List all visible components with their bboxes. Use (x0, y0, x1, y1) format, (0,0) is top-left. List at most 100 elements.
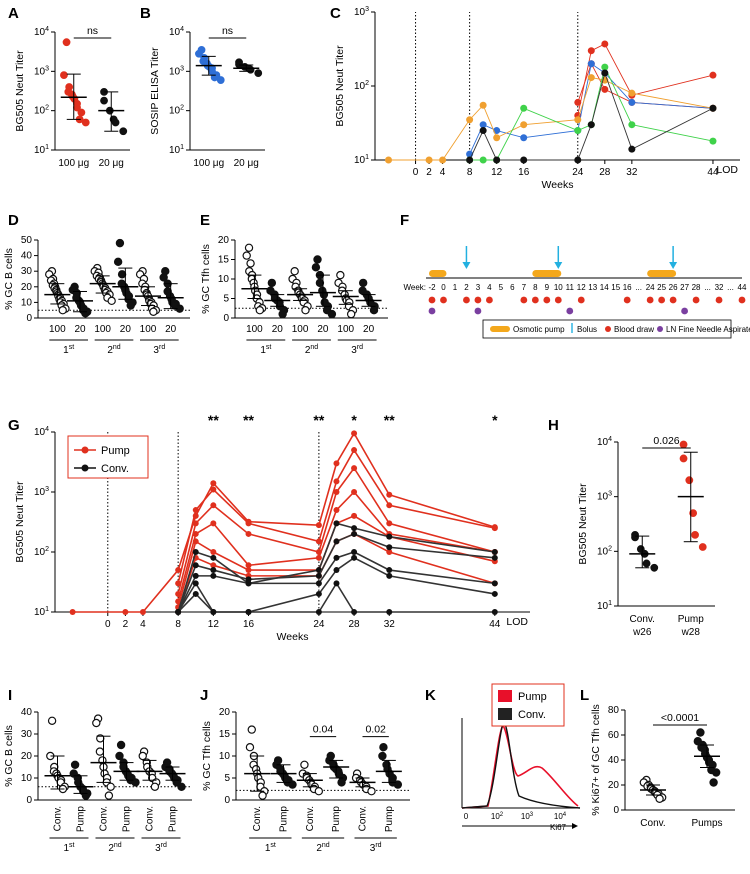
panel-d-category-label: 100 (140, 324, 157, 335)
panel-k-x-label: Ki67 (550, 823, 567, 832)
panel-g-point (192, 590, 199, 597)
panel-i-point (92, 718, 101, 728)
panel-e-point (315, 278, 325, 288)
panel-j-group-label: 3rd (370, 842, 382, 854)
panel-j-ytick-label: 20 (219, 707, 231, 718)
panel-g-point (491, 549, 498, 555)
panel-g-point (315, 590, 322, 597)
panel-f-blood-draw (715, 296, 723, 304)
panel-h-point (650, 563, 659, 572)
panel-i-category-label: Pump (122, 806, 133, 833)
panel-g-xtick-label: 44 (489, 619, 501, 630)
panel-l-ytick-label: 40 (608, 755, 620, 766)
panel-c-point (587, 60, 595, 68)
panel-j-category-label: Pump (331, 806, 342, 833)
panel-c-xtick-label: 8 (467, 167, 473, 178)
panel-d-point (159, 273, 168, 282)
panel-c-xtick-label: 12 (491, 167, 503, 178)
panel-i-ytick-label: 30 (21, 729, 33, 740)
panel-a-point (100, 96, 108, 105)
panel-e-group-label: 1st (260, 344, 271, 356)
panel-f-blood-draw (543, 296, 551, 304)
panel-i-ytick-label: 0 (26, 795, 32, 806)
panel-label-i: I (8, 687, 12, 704)
panel-a-ytick-label: 103 (34, 65, 49, 77)
panel-g-series-line (177, 448, 495, 584)
panel-b-ytick-label: 102 (169, 105, 184, 117)
panel-f-fna (566, 307, 574, 315)
panel-h-category-label: w28 (681, 627, 701, 638)
panel-k-pump-curve (461, 725, 579, 809)
panel-g-xtick-label: 0 (105, 619, 111, 630)
panel-e-point (336, 270, 345, 280)
panel-g-legend-label: Conv. (101, 463, 129, 475)
panel-b-point (246, 65, 255, 74)
panel-a-ytick-label: 104 (34, 26, 49, 38)
panel-g-point (175, 567, 182, 574)
panel-c-point (628, 121, 636, 129)
panel-e-point (358, 278, 368, 288)
panel-g-significance: ** (243, 412, 254, 428)
panel-f-week-tick: 26 (669, 283, 678, 292)
panel-h-annotation: 0.026 (653, 435, 679, 447)
panel-j-point (393, 780, 403, 789)
panel-j-point (378, 751, 387, 761)
panel-g-point (386, 502, 393, 509)
panel-g-ytick-label: 104 (34, 426, 49, 438)
panel-e-group-label: 2nd (305, 344, 318, 356)
panel-g-legend-marker (81, 464, 89, 472)
panel-i-point (70, 760, 80, 770)
panel-g-legend-box (67, 435, 149, 479)
panel-b-ytick-label: 104 (169, 26, 184, 38)
panel-e-category-label: 100 (337, 324, 354, 335)
panel-e-point (255, 306, 265, 315)
panel-f-week-tick: ... (727, 283, 734, 292)
panel-f-pump-bar (429, 270, 447, 277)
panel-c-point (479, 121, 487, 129)
panel-j-point (247, 725, 256, 734)
panel-g-significance: * (492, 412, 498, 428)
panel-k-xtick-label: 104 (554, 812, 567, 821)
panel-h-y-label: BG505 Neut Titer (577, 483, 589, 565)
panel-g-point (351, 512, 358, 519)
panel-g-xtick-label: 12 (208, 619, 220, 630)
panel-f-week-tick: 6 (510, 283, 515, 292)
panel-i-point (115, 751, 124, 761)
panel-f-fna (428, 307, 436, 315)
panel-h-ytick-label: 103 (597, 491, 612, 503)
panel-i-point (106, 782, 115, 792)
panel-h-category-label: Conv. (630, 614, 655, 625)
panel-c-point (493, 134, 501, 142)
panel-f-week-tick: 14 (600, 283, 609, 292)
panel-c-point (628, 98, 636, 106)
panel-g-point (139, 609, 146, 615)
panel-k-xtick-label: 102 (491, 812, 504, 821)
panel-g-point (491, 580, 498, 587)
panel-f-blood-draw (463, 296, 470, 304)
panel-g-point (245, 580, 252, 587)
panel-f-week-tick: 10 (554, 283, 563, 292)
panel-c-xtick-label: 32 (626, 167, 638, 178)
panel-i-category-label: Pump (76, 806, 87, 833)
panel-g-point (192, 538, 199, 545)
panel-g-point (192, 530, 199, 537)
panel-f-pump-bar (647, 270, 677, 277)
panel-j-point (314, 787, 324, 796)
panel-g-point (192, 580, 199, 587)
panel-label-d: D (8, 212, 19, 229)
panel-d-point (113, 257, 123, 267)
panel-f-legend-pump: Osmotic pump (513, 325, 565, 334)
panel-g-point (333, 520, 340, 527)
panel-g-point (245, 562, 252, 569)
panel-e-group-label: 3rd (351, 344, 363, 356)
panel-f-blood-draw (646, 296, 654, 304)
panel-label-b: B (140, 5, 151, 22)
panel-k-arrow-head (572, 823, 578, 829)
panel-c-xtick-label: 16 (518, 167, 530, 178)
panel-f-week-tick: 5 (499, 283, 504, 292)
panel-g-lod-label: LOD (506, 616, 528, 628)
panel-c-point (709, 71, 717, 79)
panel-h-point (679, 454, 688, 463)
panel-a-annotation: ns (87, 25, 98, 37)
